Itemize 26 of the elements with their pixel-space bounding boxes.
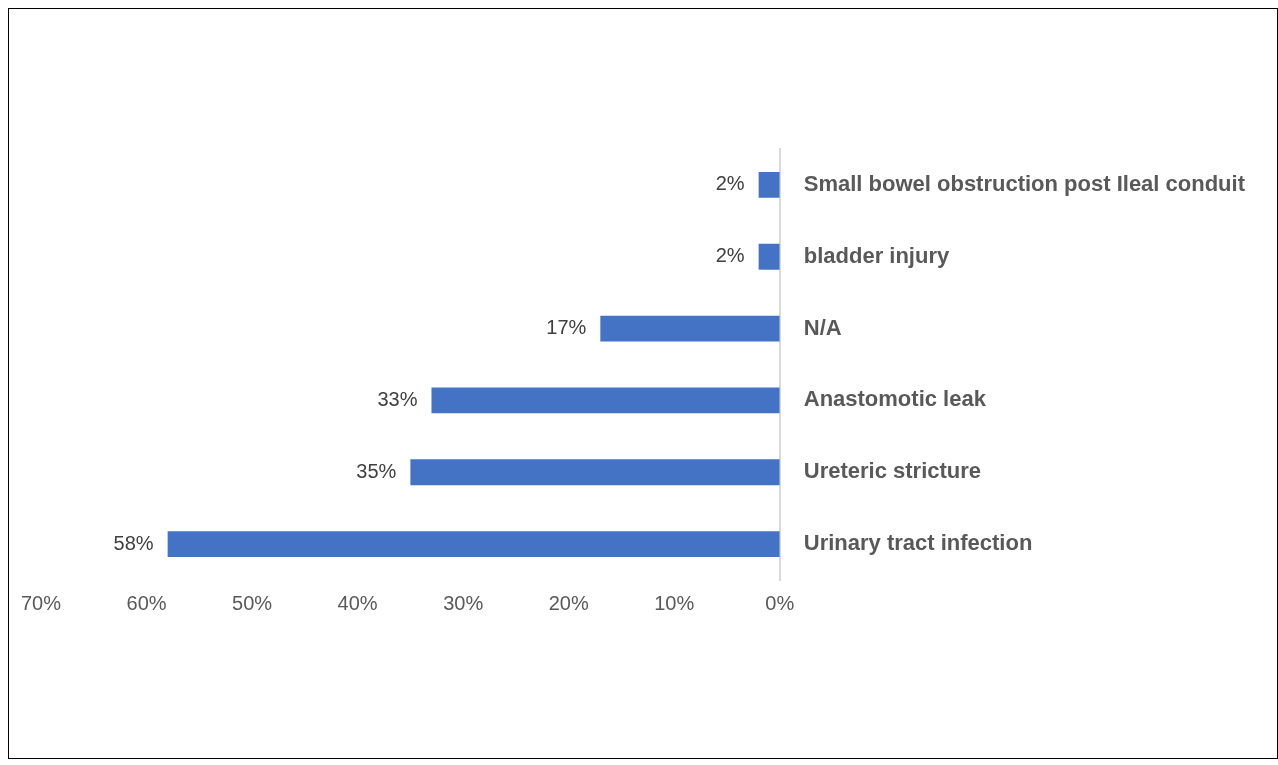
data-label: 35% (356, 459, 397, 482)
data-label: 17% (546, 316, 587, 339)
bar (431, 387, 780, 414)
bar (410, 459, 780, 486)
bar (167, 531, 780, 558)
x-tick-label: 60% (126, 591, 167, 614)
y-tick-label: Urinary tract infection (803, 530, 1033, 556)
data-label: 2% (715, 244, 745, 267)
bar (758, 243, 780, 270)
data-label: 58% (113, 531, 154, 554)
x-tick-label: 70% (21, 591, 62, 614)
y-tick-label: bladder injury (803, 242, 950, 268)
x-tick-label: 10% (654, 591, 695, 614)
bar (758, 171, 780, 198)
x-tick-label: 30% (443, 591, 484, 614)
x-tick-label: 40% (337, 591, 378, 614)
y-tick-label: Ureteric stricture (803, 458, 982, 484)
data-label: 2% (715, 172, 745, 195)
data-label: 33% (377, 387, 418, 410)
bar (600, 315, 780, 342)
x-tick-label: 50% (232, 591, 273, 614)
y-tick-label: Small bowel obstruction post Ileal conduit (803, 170, 1246, 196)
y-tick-label: N/A (803, 314, 842, 340)
y-tick-label: Anastomotic leak (803, 386, 987, 412)
x-tick-label: 20% (548, 591, 589, 614)
x-tick-label: 0% (765, 591, 795, 614)
